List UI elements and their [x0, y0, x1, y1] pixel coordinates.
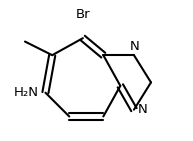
Text: H₂N: H₂N	[14, 86, 39, 99]
Text: Br: Br	[76, 8, 90, 21]
Text: N: N	[130, 40, 140, 53]
Text: N: N	[138, 103, 147, 116]
